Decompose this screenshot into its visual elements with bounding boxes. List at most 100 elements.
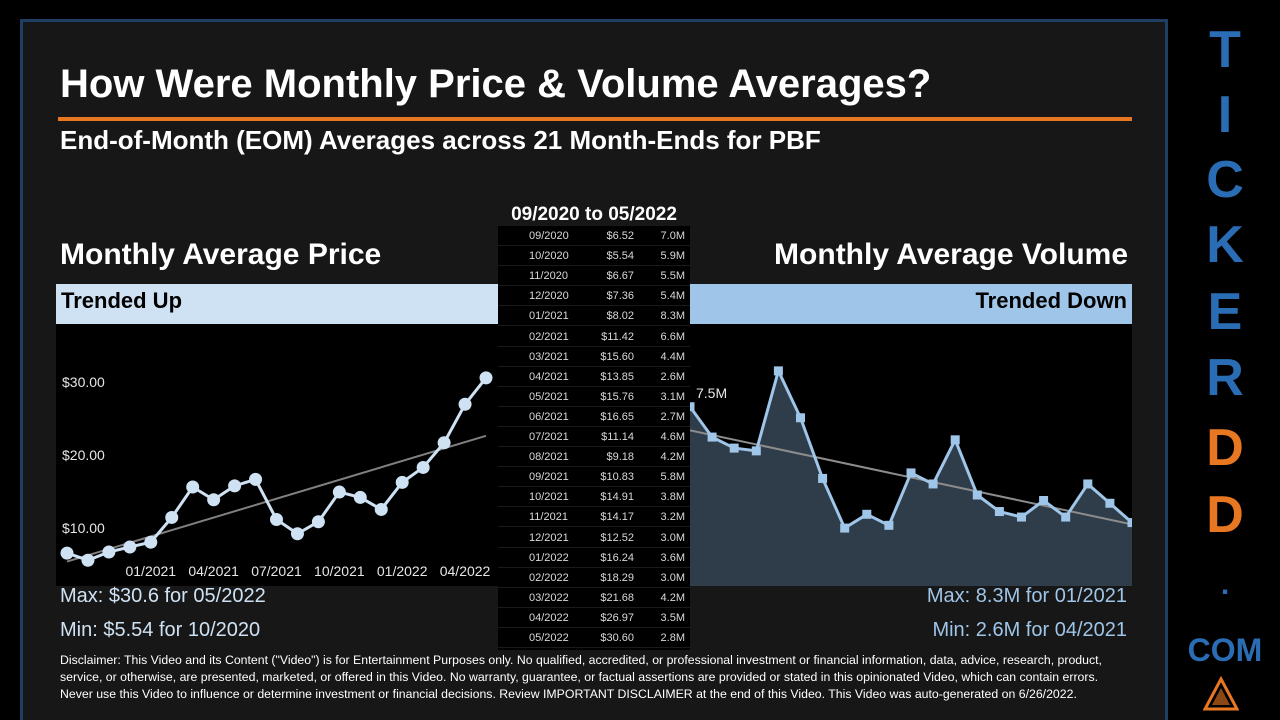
x-tick-label: 07/2021: [251, 563, 302, 579]
table-cell-month: 11/2021: [529, 511, 568, 524]
table-cell-price: $16.24: [600, 551, 634, 564]
table-cell-volume: 6.6M: [660, 330, 685, 343]
table-cell-month: 12/2020: [529, 290, 569, 303]
data-point: [60, 546, 74, 560]
data-point: [773, 366, 783, 376]
table-row: 12/2020 $7.36 5.4M: [498, 286, 690, 307]
volume-trend-band: Trended Down: [690, 284, 1132, 324]
table-cell-price: $11.42: [601, 330, 634, 343]
table-row: 09/2021 $10.83 5.8M: [498, 467, 690, 488]
table-cell-volume: 2.6M: [660, 370, 685, 383]
volume-area-fill: [690, 370, 1132, 586]
table-row: 02/2021 $11.42 6.6M: [498, 327, 690, 347]
y-tick-label: $30.00: [62, 374, 105, 390]
data-point: [102, 545, 116, 559]
table-row: 04/2021 $13.85 2.6M: [498, 367, 690, 387]
data-point: [479, 371, 493, 385]
table-cell-month: 09/2021: [529, 471, 569, 484]
brand-letter: COM: [1187, 632, 1263, 668]
volume-chart-svg: 2.5M5.0M7.5M01/202104/202107/202110/2021…: [690, 366, 1132, 586]
x-tick-label: 01/2021: [125, 563, 176, 579]
data-point: [884, 520, 894, 530]
data-point: [1017, 512, 1026, 522]
table-cell-month: 02/2022: [529, 571, 569, 584]
data-point: [690, 402, 695, 412]
table-cell-month: 04/2022: [529, 611, 569, 624]
data-point: [1061, 512, 1071, 522]
table-cell-price: $6.52: [606, 230, 634, 242]
table-cell-month: 03/2021: [529, 350, 569, 363]
table-cell-month: 02/2021: [529, 330, 569, 343]
page-title: How Were Monthly Price & Volume Averages…: [60, 62, 932, 106]
table-cell-price: $21.68: [600, 591, 634, 604]
data-point: [928, 479, 938, 489]
y-tick-label: 7.5M: [696, 385, 727, 401]
table-cell-month: 06/2021: [529, 410, 569, 423]
data-point: [332, 485, 346, 499]
table-row: 03/2021 $15.60 4.4M: [498, 347, 690, 367]
table-cell-price: $26.97: [600, 611, 634, 624]
data-point: [972, 490, 982, 500]
data-point: [707, 432, 717, 442]
y-tick-label: $20.00: [62, 447, 105, 463]
brand-vertical: T I C K E R D D. COM: [1180, 20, 1270, 720]
table-cell-price: $12.52: [600, 531, 634, 544]
page-subtitle: End-of-Month (EOM) Averages across 21 Mo…: [60, 125, 821, 155]
table-cell-month: 10/2020: [529, 250, 569, 263]
data-point: [249, 472, 263, 486]
table-cell-month: 12/2021: [529, 531, 569, 544]
brand-letter: E: [1207, 283, 1243, 341]
table-row: 03/2022 $21.68 4.2M: [498, 588, 690, 608]
table-cell-volume: 2.7M: [660, 410, 685, 423]
date-range: 09/2020 to 05/2022: [511, 204, 677, 225]
table-row: 05/2022 $30.60 2.8M: [498, 628, 690, 648]
data-point: [353, 490, 367, 504]
data-point: [207, 493, 221, 507]
price-chart: $10.00 $20.00 $30.00 01/2021 04/2021 07/2021 1…: [56, 324, 498, 586]
data-point: [186, 480, 200, 494]
trend-line: [66, 434, 487, 563]
table-cell-volume: 5.5M: [660, 270, 685, 283]
table-cell-price: $8.02: [606, 310, 634, 323]
data-point: [950, 435, 960, 445]
table-cell-volume: 3.2M: [660, 511, 685, 524]
data-point: [228, 479, 242, 493]
brand-letter: I: [1217, 86, 1233, 144]
table-cell-month: 09/2020: [529, 230, 569, 242]
table-cell-volume: 3.1M: [660, 390, 685, 403]
price-max: Max: $30.6 for 05/2022: [60, 585, 266, 607]
table-cell-price: $14.91: [600, 491, 634, 504]
table-cell-volume: 2.8M: [660, 632, 685, 644]
data-point: [840, 523, 850, 533]
table-row: 01/2022 $16.24 3.6M: [498, 548, 690, 568]
price-heading: Monthly Average Price: [60, 238, 382, 271]
table-cell-price: $15.60: [600, 350, 634, 363]
data-point: [165, 510, 179, 524]
data-point: [437, 436, 451, 450]
title-divider: [58, 117, 1132, 121]
table-cell-volume: 3.5M: [660, 611, 685, 624]
data-point: [1105, 498, 1115, 508]
data-point: [416, 460, 430, 474]
table-cell-volume: 4.4M: [660, 350, 685, 363]
x-tick-label: 10/2021: [314, 563, 365, 579]
data-point: [270, 512, 283, 526]
brand-letter: C: [1206, 151, 1244, 209]
data-point: [818, 473, 828, 483]
table-cell-volume: 3.0M: [660, 571, 685, 584]
price-chart-svg: $10.00 $20.00 $30.00 01/2021 04/2021 07/2021 1…: [60, 371, 493, 579]
brand-letter: .: [1220, 568, 1230, 601]
data-point: [729, 443, 739, 453]
data-point: [458, 397, 472, 411]
brand-letter: R: [1206, 349, 1244, 407]
volume-chart: 2.5M5.0M7.5M01/202104/202107/202110/2021…: [690, 324, 1132, 586]
disclaimer: Disclaimer: This Video and its Content (…: [60, 653, 1102, 701]
table-cell-price: $6.67: [606, 270, 634, 283]
data-table: 09/2020 $6.52 7.0M 10/2020 $5.54 5.9M 11/2020 $…: [498, 226, 690, 650]
brand-letter: K: [1206, 216, 1244, 274]
table-cell-price: $14.17: [600, 511, 634, 524]
y-tick-label: $10.00: [62, 520, 105, 536]
price-min: Min: $5.54 for 10/2020: [60, 619, 261, 641]
table-cell-price: $15.76: [600, 390, 634, 403]
data-point: [374, 502, 388, 516]
